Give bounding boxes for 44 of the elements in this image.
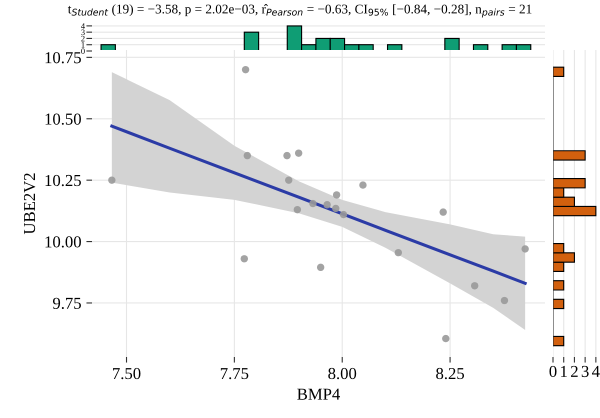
y-axis-title: UBE2V2 xyxy=(24,173,36,234)
point xyxy=(244,152,251,160)
point xyxy=(294,149,302,157)
y-tick-label: 2 xyxy=(81,36,85,42)
y-tick-label: 3 xyxy=(81,30,85,36)
point xyxy=(285,176,292,184)
point xyxy=(323,201,331,208)
point xyxy=(283,152,291,160)
y-tick-label: 10.50 xyxy=(46,113,81,125)
x-tick-label: 7.50 xyxy=(113,368,140,380)
x-tick-label: 3 xyxy=(582,366,589,378)
point xyxy=(309,200,317,208)
y-tick-label: 10.75 xyxy=(46,52,81,64)
x-tick-label: 0 xyxy=(549,366,557,378)
point xyxy=(521,245,529,253)
line-series xyxy=(110,124,527,285)
point xyxy=(316,264,324,272)
y-tick-label: 0 xyxy=(81,48,85,54)
y-tick-label: 10.00 xyxy=(46,236,81,248)
point xyxy=(294,206,302,214)
point xyxy=(332,191,340,199)
x-axis-title: BMP4 xyxy=(297,388,340,400)
x-tick-label: 1 xyxy=(561,366,567,377)
y-tick-label: 9.75 xyxy=(52,298,81,309)
y-tick-label: 1 xyxy=(82,42,85,48)
x-tick-label: 8.25 xyxy=(436,368,464,380)
point xyxy=(394,248,402,256)
chart-title: t$_{Student}$ (19) = −3.58, p = 2.02e−03, r̂$_{Pearson}$ = −0.63, CI$_{95%}$ [−0.84, −0.28], n$_{pairs}$ = 21 xyxy=(68,4,532,18)
point xyxy=(442,334,450,342)
y-tick-label: 4 xyxy=(81,23,85,29)
point xyxy=(332,204,340,212)
x-tick-label: 2 xyxy=(570,366,578,377)
x-tick-label: 7.75 xyxy=(220,368,248,380)
x-tick-label: 8.00 xyxy=(328,368,356,380)
point xyxy=(108,176,116,184)
x-tick-label: 4 xyxy=(592,366,600,377)
point xyxy=(240,255,248,262)
point xyxy=(471,282,478,290)
point xyxy=(340,210,348,218)
point xyxy=(242,66,250,74)
point xyxy=(359,181,367,189)
point xyxy=(440,208,447,216)
y-tick-label: 10.25 xyxy=(46,174,81,186)
point xyxy=(500,296,508,304)
